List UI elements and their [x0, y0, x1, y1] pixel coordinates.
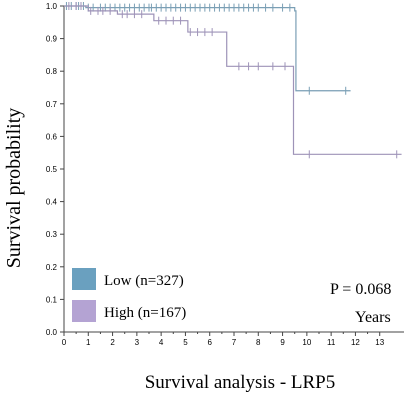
y-tick-label: 0.1	[46, 295, 58, 304]
x-tick-label: 7	[232, 338, 237, 347]
legend-swatch-high	[72, 300, 96, 322]
x-tick-label: 5	[183, 338, 188, 347]
x-tick-label: 9	[280, 338, 285, 347]
y-axis: 0.0 0.1 0.2 0.3 0.4 0.5 0.6 0.7 0.8 0.9 1.0	[46, 2, 64, 337]
y-tick-label: 0.6	[46, 132, 58, 141]
series-low	[64, 2, 351, 95]
series-high	[64, 2, 402, 159]
y-tick-label: 1.0	[46, 2, 58, 11]
survival-curves	[64, 2, 402, 159]
x-tick-label: 13	[375, 338, 384, 347]
y-tick-label: 0.2	[46, 263, 58, 272]
x-tick-label: 4	[159, 338, 164, 347]
y-axis-label: Survival probability	[3, 108, 25, 269]
legend: Low (n=327) High (n=167)	[72, 268, 186, 322]
x-tick-label: 8	[256, 338, 261, 347]
x-tick-label: 2	[110, 338, 115, 347]
y-tick-label: 0.7	[46, 100, 58, 109]
y-tick-label: 0.0	[46, 328, 58, 337]
y-tick-label: 0.3	[46, 230, 58, 239]
x-axis-label: Years	[355, 309, 391, 326]
x-tick-label: 11	[327, 338, 336, 347]
survival-line-low	[64, 5, 351, 92]
x-tick-label: 12	[351, 338, 360, 347]
y-tick-label: 0.5	[46, 165, 58, 174]
y-tick-label: 0.8	[46, 67, 58, 76]
y-tick-label: 0.4	[46, 198, 58, 207]
x-tick-label: 6	[207, 338, 212, 347]
x-tick-label: 10	[302, 338, 311, 347]
x-tick-label: 3	[135, 338, 140, 347]
x-tick-label: 1	[86, 338, 91, 347]
chart-title: Survival analysis - LRP5	[145, 372, 336, 393]
legend-swatch-low	[72, 268, 96, 290]
survival-line-high	[64, 5, 402, 155]
x-axis: 0 1 2 3 4 5 6 7 8 9 10 11 12 13	[62, 332, 385, 347]
legend-label-high: High (n=167)	[104, 305, 186, 321]
x-tick-label: 0	[62, 338, 67, 347]
legend-label-low: Low (n=327)	[104, 273, 184, 289]
y-tick-label: 0.9	[46, 35, 58, 44]
p-value: P = 0.068	[330, 281, 391, 298]
